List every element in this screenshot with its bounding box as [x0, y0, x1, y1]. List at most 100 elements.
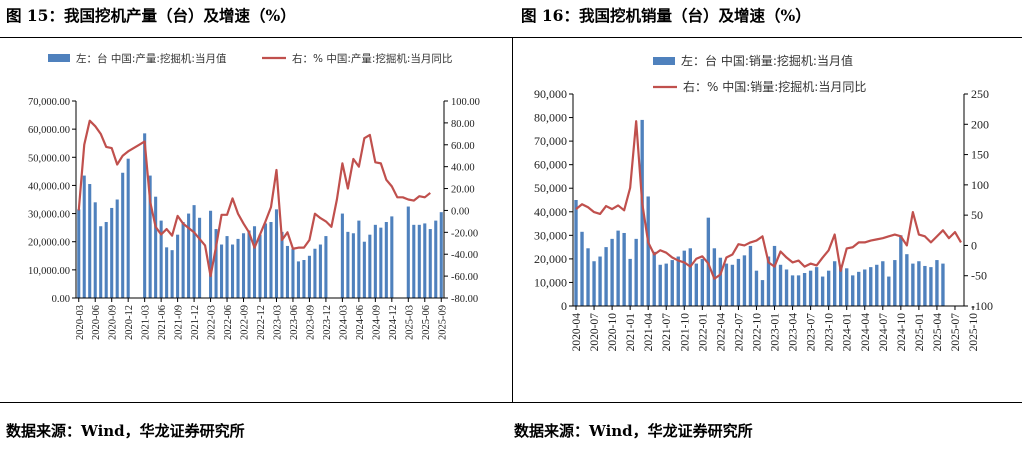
- bar: [935, 260, 939, 306]
- bar: [622, 232, 626, 306]
- x-tick-label: 2022-09: [240, 305, 251, 340]
- bar: [198, 217, 202, 298]
- bar: [406, 206, 410, 298]
- x-tick-label: 2020-09: [108, 305, 119, 340]
- bar: [99, 226, 103, 298]
- bar: [802, 273, 807, 306]
- bar: [772, 245, 777, 306]
- legend-bar-label: 左：台 中国:产量:挖掘机:当月值: [76, 52, 227, 65]
- y-left-tick-label: 0.00: [52, 294, 70, 305]
- bar: [604, 247, 608, 306]
- bar: [170, 250, 174, 298]
- bar: [724, 263, 729, 306]
- bar: [664, 263, 668, 306]
- y-left-tick-label: 40,000: [534, 205, 567, 219]
- bar: [346, 231, 350, 298]
- bar: [390, 216, 394, 298]
- bar: [258, 234, 262, 298]
- bar: [766, 256, 771, 306]
- bar: [428, 229, 432, 298]
- bar: [790, 275, 795, 306]
- bar-series: [77, 133, 443, 298]
- bar: [269, 222, 273, 298]
- y-right-tick-label: 100.00: [451, 97, 480, 108]
- x-tick-label: 2021-07: [661, 313, 673, 352]
- bar: [929, 267, 933, 306]
- bar: [736, 258, 741, 306]
- bar: [318, 244, 322, 298]
- x-tick-label: 2024-09: [371, 305, 382, 340]
- y-left-tick-label: 0: [561, 299, 567, 313]
- bar: [77, 209, 81, 298]
- bar: [434, 220, 438, 298]
- bar: [893, 260, 897, 306]
- x-tick-label: 2021-06: [157, 305, 168, 340]
- bar: [187, 213, 191, 298]
- x-tick-label: 2022-10: [751, 313, 763, 352]
- bar: [832, 261, 837, 306]
- x-tick-label: 2021-03: [141, 305, 152, 340]
- y-right-tick-label: -80.00: [451, 294, 478, 305]
- bar: [214, 229, 218, 298]
- bar: [313, 248, 317, 298]
- bar: [209, 210, 213, 298]
- bar: [417, 224, 421, 298]
- bar: [263, 223, 268, 298]
- y-right-tick-label: 0.00: [451, 206, 469, 217]
- x-tick-label: 2024-07: [878, 313, 890, 352]
- bar: [839, 264, 843, 306]
- bar: [628, 258, 632, 306]
- bar: [110, 207, 114, 298]
- bar: [362, 241, 366, 298]
- y-right-tick-label: 60.00: [451, 141, 475, 152]
- y-right-tick-label: 100: [971, 178, 989, 192]
- bar: [917, 261, 921, 306]
- bar: [225, 236, 229, 298]
- figure-title-sales: 图 16：我国挖机销量（台）及增速（%）: [521, 6, 811, 25]
- y-right-tick-label: 40.00: [451, 163, 475, 174]
- bar: [905, 254, 909, 306]
- bar: [302, 260, 306, 298]
- bar: [115, 199, 119, 298]
- x-tick-label: 2025-01: [914, 313, 926, 352]
- y-right-tick-label: -60.00: [451, 272, 478, 283]
- bar: [748, 245, 753, 306]
- line-series: [575, 120, 962, 280]
- bar: [845, 268, 849, 306]
- x-tick-label: 2021-10: [679, 313, 691, 352]
- bar: [82, 175, 86, 298]
- source-note-production: 数据来源：Wind，华龙证券研究所: [6, 422, 245, 440]
- bar: [718, 257, 723, 306]
- y-right-tick-label: 250: [971, 87, 989, 101]
- bar: [373, 224, 377, 298]
- y-right-tick-label: 50: [971, 208, 983, 222]
- bar: [688, 248, 692, 306]
- x-tick-label: 2023-06: [289, 305, 300, 340]
- y-right-tick-label: 150: [971, 148, 989, 162]
- bar: [580, 231, 584, 306]
- bar: [368, 234, 372, 298]
- bar: [274, 209, 279, 298]
- bar: [706, 217, 711, 306]
- x-tick-label: 2023-12: [322, 305, 333, 340]
- x-tick-label: 2025-09: [437, 305, 448, 340]
- bar: [694, 263, 698, 306]
- bar: [384, 222, 388, 298]
- bar: [574, 200, 578, 306]
- bar: [324, 236, 328, 298]
- bar: [192, 205, 196, 298]
- y-left-tick-label: 10,000: [534, 275, 567, 289]
- bar: [760, 280, 765, 306]
- bar: [911, 263, 915, 306]
- bar: [742, 255, 747, 306]
- y-left-tick-label: 20,000.00: [28, 238, 70, 249]
- legend-bar-swatch: [653, 57, 675, 65]
- bar: [291, 248, 295, 298]
- bar: [899, 235, 903, 306]
- x-tick-label: 2025-03: [404, 305, 415, 340]
- bar: [121, 172, 125, 298]
- bar: [357, 220, 361, 298]
- bar: [857, 271, 861, 306]
- x-tick-label: 2022-06: [223, 305, 234, 340]
- x-tick-label: 2023-10: [824, 313, 836, 352]
